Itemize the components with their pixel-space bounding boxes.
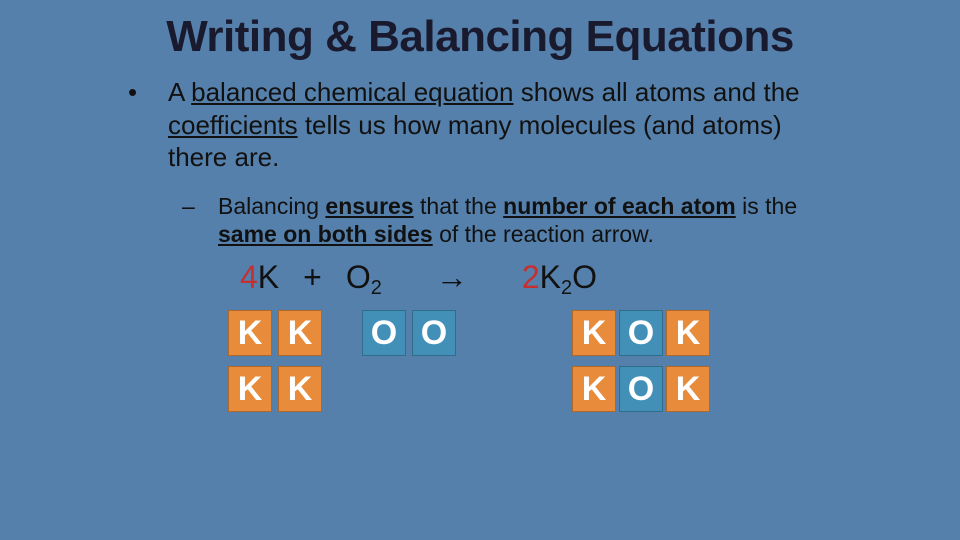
element-symbol: K [258, 259, 279, 296]
coefficient: 2 [522, 259, 540, 296]
text: shows all atoms and the [513, 77, 799, 107]
product-1: 2K2O [522, 259, 597, 296]
reactant-1: 4K [240, 259, 279, 296]
atom-k: K [228, 310, 272, 356]
chemical-equation: 4K + O2 → 2K2O [240, 259, 870, 296]
atom-o: O [362, 310, 406, 356]
product-group: KOK [572, 366, 710, 412]
text: A [168, 77, 191, 107]
atom-o: O [412, 310, 456, 356]
atom-k: K [228, 366, 272, 412]
product-group: KOK [572, 310, 710, 356]
text: Balancing [218, 193, 325, 219]
element-symbol: O [346, 259, 371, 296]
atom-row: KKKOK [228, 366, 870, 412]
reactant-k-group: KK [228, 366, 358, 412]
subscript: 2 [371, 277, 382, 300]
element-symbol: O [572, 259, 597, 296]
coefficient: 4 [240, 259, 258, 296]
atom-k: K [572, 366, 616, 412]
text: is the [736, 193, 797, 219]
slide-title: Writing & Balancing Equations [90, 12, 870, 62]
element-symbol: K [540, 259, 561, 296]
emphasis-term: number of each atom [503, 193, 736, 219]
text: that the [414, 193, 504, 219]
plus-sign: + [303, 259, 322, 296]
emphasis-term: same on both sides [218, 221, 433, 247]
atom-k: K [666, 310, 710, 356]
text: of the reaction arrow. [433, 221, 654, 247]
reaction-arrow-icon: → [436, 259, 468, 296]
atom-k: K [572, 310, 616, 356]
bullet-icon: • [148, 76, 168, 109]
atom-o: O [619, 366, 663, 412]
reactant-k-group: KK [228, 310, 358, 356]
reactant-o-group: OO [362, 310, 532, 356]
bullet-main: •A balanced chemical equation shows all … [148, 76, 848, 174]
bullet-sub: –Balancing ensures that the number of ea… [200, 192, 820, 250]
reactant-2: O2 [346, 259, 382, 296]
underlined-term: coefficients [168, 110, 298, 140]
atom-k: K [278, 366, 322, 412]
emphasis-term: ensures [325, 193, 413, 219]
atom-k: K [666, 366, 710, 412]
atom-row: KKOOKOK [228, 310, 870, 356]
atom-k: K [278, 310, 322, 356]
underlined-term: balanced chemical equation [191, 77, 513, 107]
slide: Writing & Balancing Equations •A balance… [0, 0, 960, 540]
atom-o: O [619, 310, 663, 356]
subscript: 2 [561, 277, 572, 300]
atom-diagram: KKOOKOKKKKOK [228, 310, 870, 412]
dash-icon: – [200, 192, 218, 221]
